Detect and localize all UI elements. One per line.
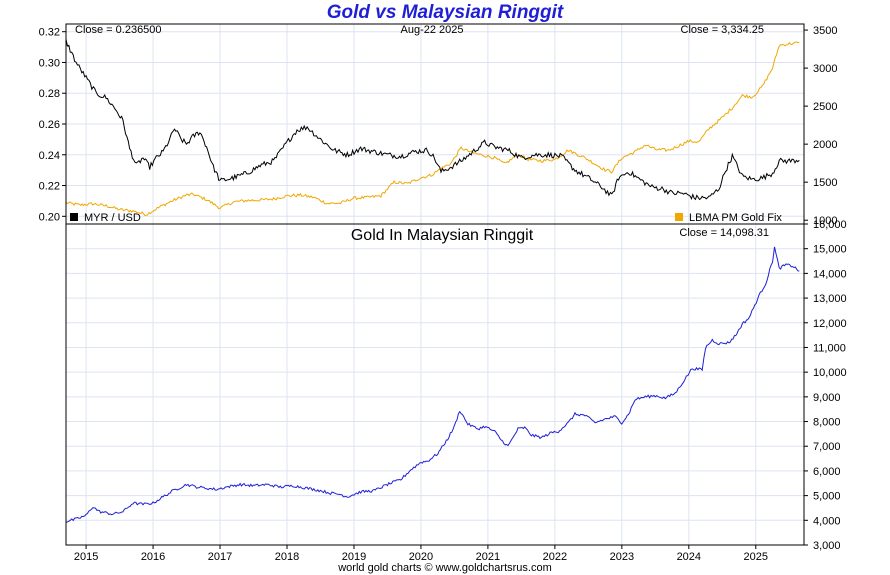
bottom-right-tick-label: 4,000 (813, 515, 841, 527)
top-right-tick-label: 2000 (813, 139, 837, 151)
x-tick-label: 2017 (208, 551, 232, 563)
left-tick-label: 0.24 (39, 150, 60, 162)
bottom-close-right-label: Close = 14,098.31 (679, 227, 769, 239)
grid-layer (66, 24, 804, 546)
bottom-right-tick-label: 10,000 (813, 367, 847, 379)
bottom-right-tick-label: 13,000 (813, 293, 847, 305)
top-right-tick-label: 2500 (813, 101, 837, 113)
bottom-right-tick-label: 6,000 (813, 466, 841, 478)
x-tick-label: 2023 (610, 551, 634, 563)
frame-layer (62, 23, 808, 549)
left-tick-label: 0.20 (39, 211, 60, 223)
bottom-right-tick-label: 5,000 (813, 491, 841, 503)
bottom-right-tick-label: 11,000 (813, 342, 846, 354)
x-tick-label: 2020 (409, 551, 433, 563)
top-close-left-label: Close = 0.236500 (75, 24, 162, 36)
legend-label-gold-fix: LBMA PM Gold Fix (689, 212, 782, 224)
top-date-label: Aug-22 2025 (401, 24, 464, 36)
bottom-right-tick-label: 9,000 (813, 392, 841, 404)
footer-credit: world gold charts © www.goldchartsrus.co… (338, 562, 552, 574)
top-right-tick-label: 1000 (813, 215, 837, 227)
x-tick-label: 2024 (677, 551, 701, 563)
top-right-tick-label: 3000 (813, 63, 837, 75)
page-title: Gold vs Malaysian Ringgit (326, 2, 564, 23)
bottom-right-tick-label: 12,000 (813, 318, 847, 330)
x-tick-label: 2022 (543, 551, 567, 563)
series-line-gold-in-myr (65, 246, 800, 523)
bottom-panel-title: Gold In Malaysian Ringgit (351, 227, 534, 244)
bottom-panel-frame (65, 223, 805, 546)
legend-label-myr-usd: MYR / USD (84, 212, 141, 224)
x-tick-label: 2019 (342, 551, 366, 563)
left-tick-label: 0.30 (39, 57, 60, 69)
series-line-myr-usd (65, 38, 800, 201)
bottom-right-tick-label: 15,000 (813, 244, 847, 256)
bottom-right-tick-label: 3,000 (813, 540, 841, 552)
top-right-tick-label: 1500 (813, 177, 837, 189)
left-tick-label: 0.28 (39, 88, 60, 100)
label-layer: 2015 2016 2017 2018 2019 2020 2021 2022 2023 2024… (39, 25, 847, 563)
bottom-right-tick-label: 14,000 (813, 268, 847, 280)
legend-swatch-gold-fix (675, 213, 683, 221)
legend-swatch-myr-usd (70, 213, 78, 221)
top-right-tick-label: 3500 (813, 25, 837, 37)
x-tick-label: 2016 (141, 551, 165, 563)
x-tick-label: 2025 (744, 551, 768, 563)
x-tick-label: 2021 (476, 551, 500, 563)
bottom-right-tick-label: 8,000 (813, 417, 841, 429)
x-tick-label: 2018 (275, 551, 299, 563)
top-close-right-label: Close = 3,334.25 (681, 24, 764, 36)
x-tick-label: 2015 (74, 551, 98, 563)
bottom-right-tick-label: 7,000 (813, 441, 841, 453)
left-tick-label: 0.26 (39, 119, 60, 131)
series-line-gold-fix (65, 41, 800, 217)
series-layer (65, 38, 800, 523)
left-tick-label: 0.32 (39, 27, 60, 39)
left-tick-label: 0.22 (39, 181, 60, 193)
bottom-right-tick-label: 16,000 (813, 219, 847, 231)
